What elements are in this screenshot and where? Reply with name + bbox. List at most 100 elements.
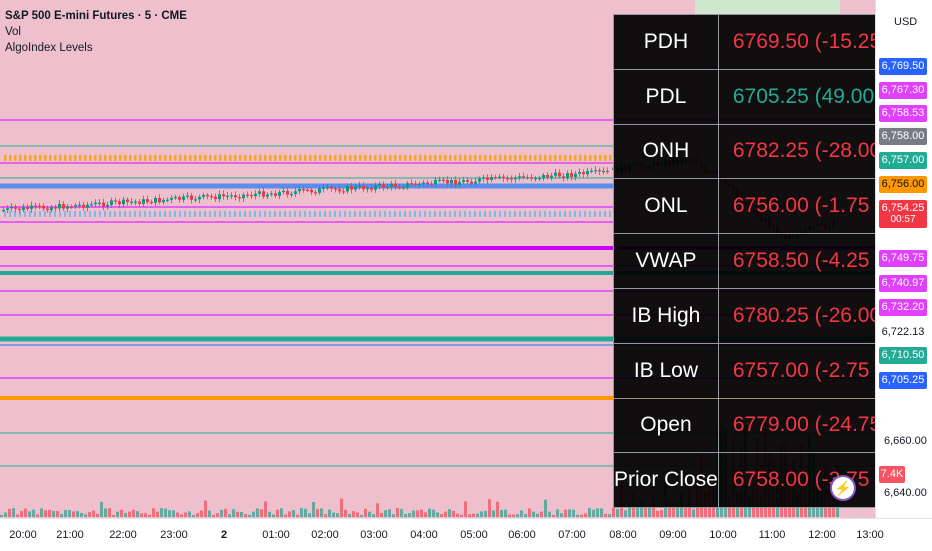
- level-value: 6779.00 (-24.75 | -99 tks): [717, 397, 875, 454]
- volume-bar: [500, 510, 503, 517]
- algoindex-indicator-label[interactable]: AlgoIndex Levels: [5, 42, 93, 54]
- marker-dot: [104, 211, 106, 217]
- volume-bar: [312, 502, 315, 517]
- candle-body: [318, 188, 321, 193]
- candle-body: [522, 176, 525, 178]
- volume-bar: [604, 513, 607, 517]
- marker-dot: [474, 155, 477, 161]
- symbol-title[interactable]: S&P 500 E-mini Futures · 5 · CME: [5, 10, 187, 22]
- chart-pane[interactable]: S&P 500 E-mini Futures · 5 · CME Vol Alg…: [0, 0, 875, 518]
- marker-dot: [174, 155, 177, 161]
- candle-body: [558, 172, 561, 177]
- price-tag[interactable]: 6,757.00: [879, 152, 927, 169]
- volume-tag[interactable]: 7.4K: [879, 466, 905, 483]
- marker-dot: [9, 211, 11, 217]
- level-label: Open: [613, 397, 719, 454]
- price-tag[interactable]: 6,767.30: [879, 82, 927, 99]
- candle-body: [414, 183, 417, 185]
- time-label: 13:00: [856, 529, 884, 541]
- time-label: 07:00: [558, 529, 586, 541]
- marker-dot: [524, 211, 526, 217]
- candle-body: [398, 187, 401, 189]
- price-tag[interactable]: 6,740.97: [879, 275, 927, 292]
- volume-bar: [456, 513, 459, 517]
- volume-bar: [560, 513, 563, 517]
- candle-body: [90, 204, 93, 206]
- volume-bar: [204, 500, 207, 517]
- time-label: 2: [220, 529, 228, 541]
- volume-bar: [188, 511, 191, 517]
- candle-body: [310, 189, 313, 193]
- price-tag[interactable]: 6,732.20: [879, 299, 927, 316]
- marker-dot: [514, 155, 517, 161]
- price-tag-value: 6,705.25: [881, 374, 925, 386]
- candle-body: [330, 186, 333, 189]
- time-axis[interactable]: 20:00 21:00 22:00 23:00 2 01:00 02:00 03:00 04:0…: [0, 518, 932, 551]
- candle-body: [510, 178, 513, 180]
- price-axis[interactable]: USD 6,769.50 6,767.30 6,758.53 6,758.00 6,75…: [875, 0, 932, 518]
- candle-body: [94, 202, 97, 205]
- volume-bar: [84, 514, 87, 517]
- volume-bar: [340, 498, 343, 517]
- marker-dot: [454, 155, 457, 161]
- marker-dot: [404, 211, 406, 217]
- marker-dot: [99, 211, 101, 217]
- candle-body: [46, 208, 49, 211]
- volume-bar: [216, 513, 219, 517]
- candle-body: [70, 206, 73, 208]
- volume-bar: [276, 509, 279, 517]
- currency-label[interactable]: USD: [894, 16, 918, 28]
- candle-body: [42, 205, 45, 209]
- candle-body: [466, 180, 469, 182]
- time-label: 01:00: [262, 529, 290, 541]
- price-tag[interactable]: 6,756.00: [879, 176, 927, 193]
- marker-dot: [499, 211, 501, 217]
- price-tag[interactable]: 6,758.00: [879, 128, 927, 145]
- volume-bar: [252, 511, 255, 517]
- candle-body: [182, 196, 185, 200]
- candle-body: [338, 189, 341, 192]
- volume-bar: [372, 514, 375, 517]
- volume-bar: [212, 514, 215, 517]
- price-tag[interactable]: 6,749.75: [879, 250, 927, 267]
- candle-body: [154, 197, 157, 203]
- price-tag[interactable]: 6,769.50: [879, 58, 927, 75]
- price-tag-value: 6,769.50: [881, 60, 925, 72]
- volume-bar: [224, 508, 227, 517]
- candle-body: [274, 193, 277, 196]
- price-tag[interactable]: 6,710.50: [879, 347, 927, 364]
- volume-bar: [12, 508, 15, 517]
- marker-dot: [279, 155, 282, 161]
- marker-dot: [179, 211, 181, 217]
- marker-dot: [419, 211, 421, 217]
- candle-body: [334, 188, 337, 190]
- candle-body: [438, 179, 441, 181]
- candle-body: [126, 199, 129, 202]
- marker-dot: [549, 155, 552, 161]
- marker-dot: [49, 211, 51, 217]
- price-tag[interactable]: 6,705.25: [879, 372, 927, 389]
- marker-dot: [139, 211, 141, 217]
- volume-bar: [552, 514, 555, 517]
- price-tag[interactable]: 6,754.25 00:57: [879, 200, 927, 228]
- price-tag[interactable]: 6,722.13: [879, 324, 927, 341]
- level-label: VWAP: [613, 233, 719, 289]
- candle-body: [258, 191, 261, 194]
- time-label: 04:00: [410, 529, 438, 541]
- volume-bar: [432, 509, 435, 517]
- price-tag[interactable]: 6,758.53: [879, 105, 927, 122]
- marker-dot: [474, 211, 476, 217]
- time-label: 20:00: [9, 529, 37, 541]
- candle-body: [146, 199, 149, 202]
- candle-body: [110, 200, 113, 205]
- marker-dot: [59, 211, 61, 217]
- candle-body: [458, 181, 461, 185]
- candle-body: [514, 177, 517, 180]
- marker-dot: [34, 211, 36, 217]
- volume-bar: [112, 514, 115, 517]
- volume-indicator-label[interactable]: Vol: [5, 26, 21, 38]
- marker-dot: [29, 211, 31, 217]
- marker-dot: [219, 155, 222, 161]
- lightning-icon[interactable]: ⚡: [830, 475, 856, 501]
- marker-dot: [554, 211, 556, 217]
